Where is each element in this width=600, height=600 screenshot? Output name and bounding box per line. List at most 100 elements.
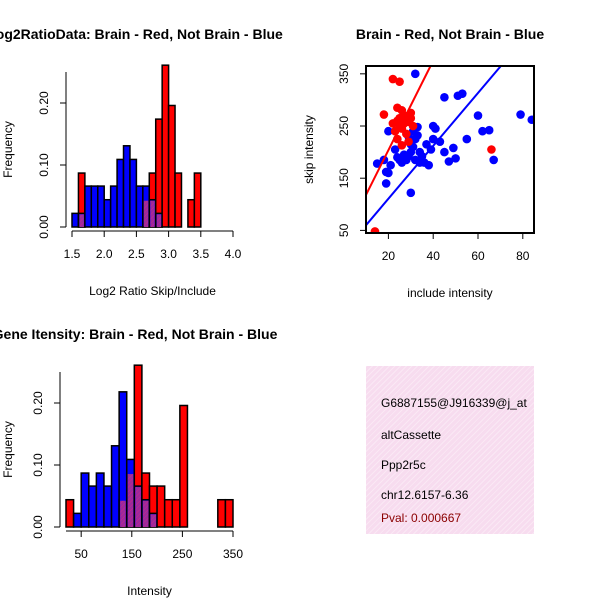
y-tick-label: 0.10 [31, 453, 45, 477]
x-tick-label: 40 [427, 249, 441, 263]
bar-not-brain [103, 198, 112, 228]
bar-overlap [135, 487, 141, 527]
point-not-brain [384, 126, 393, 136]
point-brain [388, 74, 398, 84]
bar-overlap [150, 514, 157, 527]
bar-not-brain [71, 212, 80, 228]
point-not-brain [372, 159, 382, 168]
point-brain [406, 113, 416, 123]
bar-brain [187, 198, 196, 228]
bar-not-brain [135, 185, 144, 228]
y-tick-label: 0.20 [31, 391, 45, 415]
bar-brain [156, 485, 166, 528]
point-brain [402, 129, 411, 139]
point-not-brain [431, 124, 440, 133]
point-not-brain [484, 125, 494, 135]
gene-symbol: Ppp2r5c [381, 458, 426, 472]
y-axis-label: Frequency [1, 421, 15, 478]
bar-not-brain [80, 472, 90, 528]
bar-not-brain [97, 185, 105, 228]
point-brain [487, 145, 496, 154]
fit-line [366, 66, 502, 226]
bar-not-brain [110, 445, 120, 528]
point-not-brain [384, 168, 393, 178]
gene-info-panel: G6887155@J916339@j_at altCassette Ppp2r5… [366, 366, 534, 534]
x-axis-label: Intensity [127, 584, 172, 598]
bar-brain [154, 118, 163, 228]
point-not-brain [489, 155, 498, 165]
bar-brain [174, 172, 183, 228]
point-not-brain [458, 89, 467, 98]
bar-brain [161, 64, 170, 228]
y-tick-label: 150 [337, 168, 351, 188]
x-tick-label: 350 [223, 547, 243, 561]
point-brain [370, 227, 380, 233]
point-not-brain [381, 179, 391, 188]
x-tick-label: 4.0 [225, 247, 242, 261]
bar-overlap [127, 474, 134, 527]
bar-not-brain [88, 485, 98, 528]
point-not-brain [440, 93, 449, 102]
bar-overlap [143, 200, 149, 227]
bar-not-brain [109, 185, 118, 228]
scatter-points [366, 66, 534, 233]
point-brain [379, 110, 389, 119]
x-tick-label: 20 [382, 249, 396, 263]
chart-title: Gene Itensity: Brain - Red, Not Brain - … [0, 326, 278, 342]
chart-title: Brain - Red, Not Brain - Blue [356, 26, 544, 42]
point-not-brain [527, 115, 534, 125]
bar-brain [171, 498, 181, 528]
histogram-1: 1.5 2.0 2.5 3.0 3.5 4.0 0.00 0.10 0.20 Log2RatioD… [0, 26, 283, 298]
bar-not-brain [95, 472, 105, 528]
point-not-brain [406, 188, 416, 198]
point-not-brain [410, 69, 420, 79]
bar-overlap [120, 500, 126, 527]
point-not-brain [473, 111, 483, 120]
bar-overlap [156, 214, 162, 227]
x-tick-label: 3.5 [192, 247, 209, 261]
bar-brain [179, 404, 189, 528]
x-tick-label: 50 [75, 547, 89, 561]
scatter-plot: 20 40 60 80 50 150 250 350 Brain - Red, Not Brai… [302, 26, 544, 300]
x-tick-label: 80 [516, 249, 530, 263]
y-tick-label: 0.10 [37, 153, 51, 177]
bar-not-brain [84, 185, 93, 228]
plot-frame [365, 65, 535, 234]
x-tick-label: 250 [172, 547, 192, 561]
y-axis-label: skip intensity [302, 115, 316, 184]
point-not-brain [428, 134, 438, 144]
point-brain [395, 77, 404, 86]
point-not-brain [478, 126, 487, 136]
bar-overlap [150, 200, 155, 227]
p-value: Pval: 0.000667 [381, 511, 462, 525]
x-tick-label: 3.0 [160, 247, 177, 261]
y-tick-label: 0.00 [31, 515, 45, 539]
bar-brain [163, 498, 174, 528]
point-not-brain [516, 110, 525, 119]
bar-brain [193, 172, 202, 228]
genomic-location: chr12.6157-6.36 [381, 488, 469, 502]
bar-brain [167, 104, 176, 228]
bar-brain [224, 498, 234, 528]
x-tick-label: 2.5 [128, 247, 145, 261]
point-not-brain [451, 154, 460, 163]
histogram-3: 50 150 250 350 0.00 0.10 0.20 Gene Itensity: Br… [0, 326, 278, 598]
bar-overlap [142, 500, 149, 527]
point-not-brain [413, 131, 422, 140]
bar-not-brain [103, 485, 113, 528]
bar-brain [65, 498, 75, 528]
y-tick-label: 0.00 [37, 215, 51, 239]
point-brain [397, 141, 407, 150]
point-not-brain [386, 160, 395, 170]
event-id: G6887155@J916339@j_at [381, 396, 527, 410]
bar-not-brain [90, 185, 99, 228]
y-tick-label: 0.20 [37, 91, 51, 115]
bar-not-brain [72, 512, 82, 528]
x-tick-label: 150 [122, 547, 142, 561]
chart-title: Log2RatioData: Brain - Red, Not Brain - … [0, 26, 283, 42]
point-not-brain [462, 134, 472, 144]
x-axis-label: Log2 Ratio Skip/Include [89, 284, 216, 298]
y-tick-label: 350 [337, 63, 351, 83]
point-not-brain [424, 160, 434, 170]
